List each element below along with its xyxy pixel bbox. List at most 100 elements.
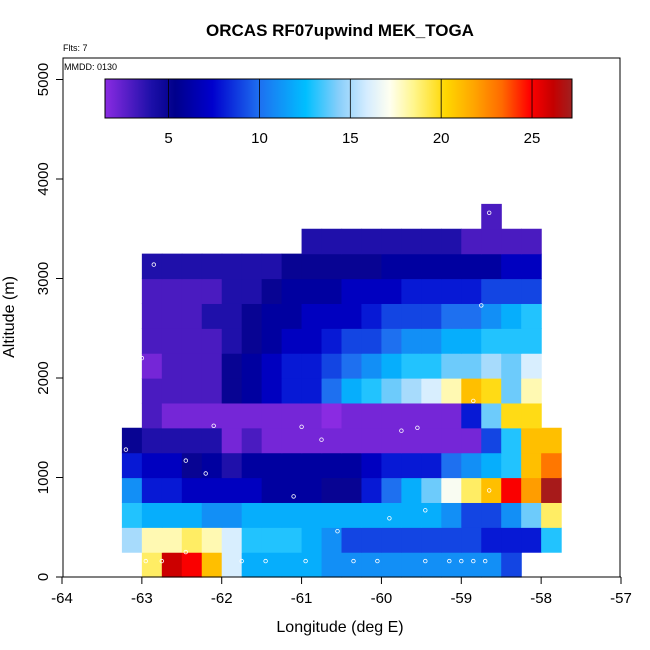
heatmap-cell [381, 552, 402, 578]
heatmap-cell [261, 278, 283, 304]
heatmap-cell [301, 228, 323, 255]
heatmap-cell [321, 552, 343, 578]
sample-point [299, 424, 304, 429]
heatmap-cell [201, 502, 223, 528]
heatmap-cell [181, 253, 203, 280]
x-tick-label: -60 [371, 590, 393, 607]
heatmap-cell [361, 353, 383, 379]
heatmap-cell [401, 228, 422, 255]
heatmap-cell [361, 402, 383, 429]
heatmap-cell [181, 328, 203, 354]
heatmap-cell [521, 278, 542, 304]
heatmap-cell [341, 328, 363, 354]
heatmap-cell [181, 353, 203, 379]
heatmap-cell [221, 477, 243, 503]
heatmap-cell [501, 228, 522, 255]
sample-point [351, 558, 356, 564]
heatmap-cell [521, 353, 542, 379]
heatmap-cell [441, 303, 462, 329]
heatmap-cell [181, 303, 203, 329]
heatmap-cell [121, 527, 143, 553]
heatmap-cell [221, 427, 243, 454]
heatmap-cell [141, 502, 163, 528]
sample-point [415, 425, 420, 430]
heatmap-cell [441, 253, 462, 280]
heatmap-cell [521, 477, 542, 503]
heatmap-cell [301, 452, 323, 479]
sample-point [239, 558, 244, 564]
y-tick-label: 3000 [35, 262, 52, 295]
sample-point [143, 558, 148, 564]
heatmap-cell [421, 402, 442, 429]
heatmap-cell [321, 328, 343, 354]
heatmap-cell [141, 452, 163, 479]
heatmap-cell [461, 328, 482, 354]
y-tick-label: 4000 [35, 162, 52, 195]
heatmap-cell [261, 552, 283, 578]
heatmap-cell [181, 477, 203, 503]
heatmap-cell [241, 328, 263, 354]
heatmap-cell [361, 527, 383, 553]
heatmap-cell [461, 253, 482, 280]
heatmap-cell [141, 552, 163, 578]
heatmap-cell [321, 402, 343, 429]
heatmap-cell [281, 452, 303, 479]
heatmap-cell [421, 228, 442, 255]
heatmap-cell [181, 552, 203, 578]
sample-point [183, 549, 188, 555]
heatmap-cell [461, 552, 482, 578]
heatmap-cell [221, 552, 243, 578]
sample-point [159, 558, 164, 564]
heatmap-cell [301, 477, 323, 503]
heatmap-cell [341, 402, 363, 429]
heatmap-cell [221, 278, 243, 304]
heatmap-cell [361, 477, 383, 503]
colorbar-tick-label: 15 [342, 130, 359, 147]
x-axis: -64 -63 -62 -61 -60 -59 -58 -57 [51, 576, 632, 607]
heatmap-cell [521, 402, 542, 429]
heatmap-cell [461, 228, 482, 255]
sample-point [263, 558, 268, 564]
heatmap-cell [501, 378, 522, 404]
heatmap-cell [421, 427, 442, 454]
sample-point [123, 447, 129, 452]
heatmap-cell [461, 402, 482, 429]
heatmap-cell [141, 527, 163, 553]
heatmap-cell [461, 452, 482, 479]
heatmap-cell [241, 477, 263, 503]
heatmap-cell [421, 303, 442, 329]
heatmap-cell [201, 477, 223, 503]
sample-point [399, 428, 404, 433]
heatmap-cell [241, 303, 263, 329]
heatmap-cell [181, 427, 203, 454]
heatmap-cell [121, 452, 143, 479]
heatmap-cell [501, 427, 522, 454]
heatmap-cell [181, 402, 203, 429]
heatmap-cell [441, 527, 462, 553]
y-tick-label: 2000 [35, 361, 52, 394]
heatmap-cell [421, 253, 442, 280]
x-tick-label: -64 [51, 590, 73, 607]
heatmap-cell [541, 477, 562, 503]
chart-title: ORCAS RF07upwind MEK_TOGA [206, 21, 474, 40]
heatmap-cell [501, 477, 522, 503]
colorbar-tick-label: 5 [164, 130, 172, 147]
heatmap-cell [161, 427, 183, 454]
heatmap-cell [161, 527, 183, 553]
heatmap-cell [421, 353, 442, 379]
heatmap-cell [401, 452, 422, 479]
heatmap-cell [281, 552, 303, 578]
heatmap-cell [261, 477, 283, 503]
heatmap-cell [361, 278, 383, 304]
heatmap-cell [281, 378, 303, 404]
heatmap-cell [521, 502, 542, 528]
heatmap-cell [321, 452, 343, 479]
heatmap-cell [161, 452, 183, 479]
heatmap-cell [521, 328, 542, 354]
heatmap-cell [181, 502, 203, 528]
y-axis-label: Altitude (m) [1, 276, 18, 358]
heatmap-cell [321, 427, 343, 454]
heatmap-cell [461, 527, 482, 553]
heatmap-cell [401, 427, 422, 454]
x-tick-label: -62 [211, 590, 233, 607]
